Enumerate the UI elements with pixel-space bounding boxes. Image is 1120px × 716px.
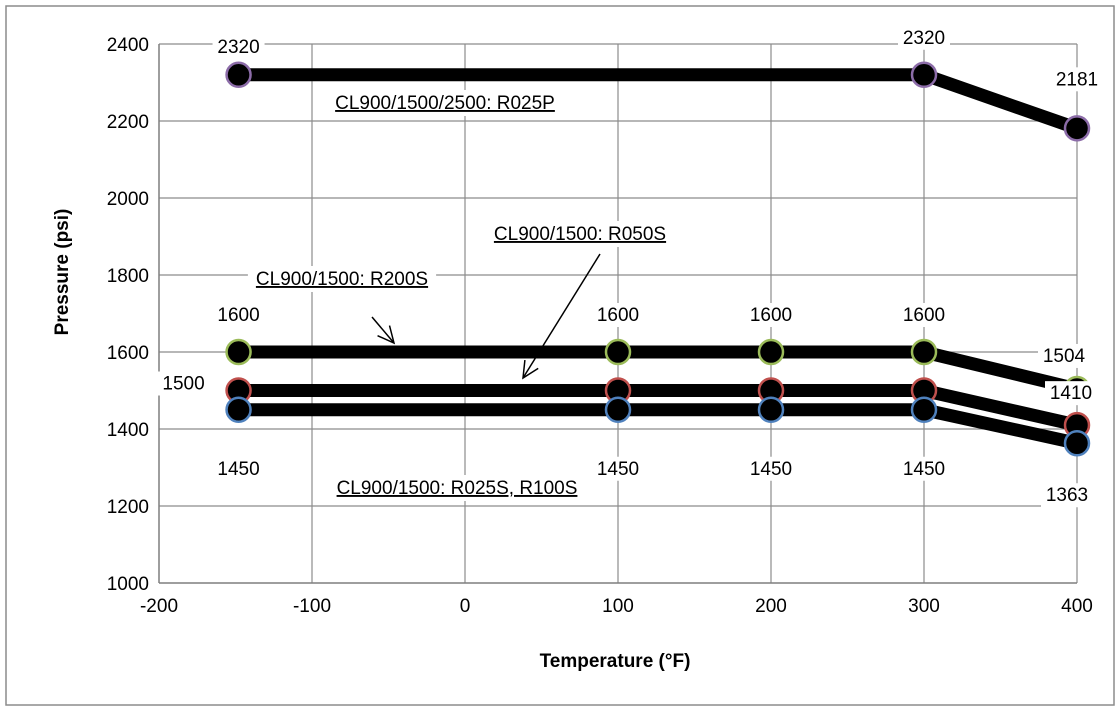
series-2-marker	[225, 338, 252, 366]
x-tick-label: 0	[460, 596, 471, 617]
x-tick-label: 400	[1061, 596, 1093, 617]
data-label-bg	[592, 303, 644, 327]
data-label-bg	[898, 303, 950, 327]
data-label-bg	[1051, 67, 1103, 92]
series-2-marker	[757, 338, 785, 366]
series-2-marker	[604, 338, 632, 366]
series-label-3: CL900/1500: R050S	[494, 224, 666, 245]
series-4-marker	[757, 396, 785, 423]
y-tick-label: 1200	[107, 497, 149, 518]
y-tick-label: 2400	[107, 35, 149, 56]
series-label-bg	[325, 475, 589, 501]
data-label: 1450	[217, 459, 259, 480]
data-label: 1363	[1046, 485, 1088, 506]
series-label-bg	[247, 266, 437, 292]
data-label: 1500	[162, 374, 204, 395]
series-4-marker	[225, 396, 252, 423]
data-label-bg	[212, 34, 265, 59]
series-label-4: CL900/1500: R025S, R100S	[337, 478, 578, 499]
x-tick-label: 200	[755, 596, 787, 617]
series-label-bg	[324, 90, 566, 116]
data-label-bg	[592, 456, 644, 481]
data-label: 1450	[597, 459, 639, 480]
series-label-2: CL900/1500: R200S	[256, 269, 428, 290]
data-label: 1600	[903, 305, 945, 326]
data-label-bg	[212, 456, 265, 481]
x-tick-label: 100	[602, 596, 634, 617]
data-label: 2181	[1056, 69, 1098, 90]
y-tick-label: 1800	[107, 266, 149, 287]
data-label-bg	[1041, 483, 1093, 508]
y-tick-label: 2200	[107, 112, 149, 133]
series-4-marker	[1063, 429, 1091, 457]
data-label: 2320	[903, 28, 945, 49]
y-axis-title: Pressure (psi)	[52, 209, 73, 336]
data-label: 1504	[1043, 346, 1086, 367]
series-1-marker	[910, 61, 938, 89]
series-1-marker	[1063, 115, 1091, 142]
x-tick-label: -100	[293, 596, 331, 617]
arrow-head	[522, 360, 539, 380]
series-label-1: CL900/1500/2500: R025P	[335, 93, 555, 114]
data-label-bg	[157, 371, 210, 396]
data-label: 1410	[1050, 383, 1092, 404]
data-label-bg	[898, 456, 950, 481]
series-label-bg	[485, 221, 675, 247]
data-label-bg	[1045, 381, 1097, 406]
arrow-head	[377, 325, 396, 345]
data-label-bg	[898, 25, 950, 50]
data-label-bg	[745, 456, 797, 481]
data-label: 2320	[217, 37, 259, 58]
y-tick-label: 1400	[107, 420, 149, 441]
x-tick-label: 300	[908, 596, 940, 617]
data-label: 1600	[217, 305, 259, 326]
x-tick-label: -200	[140, 596, 178, 617]
data-label: 1450	[750, 459, 792, 480]
y-tick-label: 1000	[107, 574, 149, 595]
series-2-marker	[910, 338, 938, 366]
arrow-r200s	[371, 316, 396, 345]
arrow-r050s	[522, 253, 601, 380]
arrow-shaft	[371, 316, 395, 344]
data-label: 1600	[597, 305, 639, 326]
series-1-marker	[225, 61, 252, 89]
data-label-bg	[745, 303, 797, 327]
series-4-marker	[604, 396, 632, 423]
y-tick-label: 1600	[107, 343, 149, 364]
data-label: 1450	[903, 459, 945, 480]
series-4-marker	[910, 396, 938, 423]
arrow-shaft	[522, 253, 601, 379]
series-layer	[225, 61, 1091, 457]
y-tick-label: 2000	[107, 189, 149, 210]
x-axis-title: Temperature (°F)	[540, 651, 691, 672]
labels-layer: 2320 2320 2181 1600 1600 1600 1600 1504 1500 1410…	[157, 25, 1103, 508]
data-label: 1600	[750, 305, 792, 326]
data-label-bg	[1038, 343, 1090, 368]
data-label-bg	[212, 303, 265, 327]
